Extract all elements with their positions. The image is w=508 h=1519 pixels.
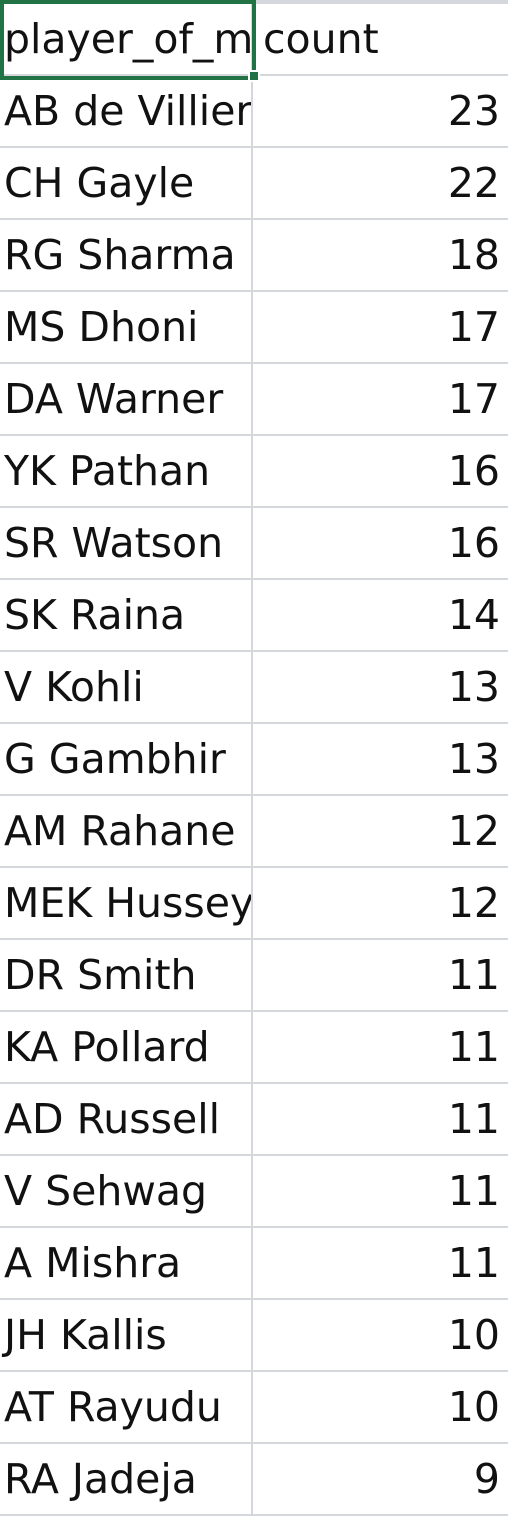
count-cell[interactable]: 11 xyxy=(447,1166,500,1215)
header-row: player_of_match count xyxy=(0,4,508,76)
header-cell-player-of-match[interactable]: player_of_match xyxy=(0,4,253,74)
count-cell[interactable]: 9 xyxy=(473,1454,500,1503)
player-cell[interactable]: DA Warner xyxy=(0,364,253,434)
table-row: A Mishra 11 xyxy=(0,1228,508,1300)
player-cell[interactable]: V Sehwag xyxy=(0,1156,253,1226)
table-row: CH Gayle 22 xyxy=(0,148,508,220)
player-cell[interactable]: SK Raina xyxy=(0,580,253,650)
count-cell[interactable]: 13 xyxy=(447,734,500,783)
player-cell[interactable]: AB de Villiers xyxy=(0,76,253,146)
table-row: MS Dhoni 17 xyxy=(0,292,508,364)
player-cell[interactable]: KA Pollard xyxy=(0,1012,253,1082)
player-cell[interactable]: G Gambhir xyxy=(0,724,253,794)
count-cell[interactable]: 13 xyxy=(447,662,500,711)
header-cell-count[interactable]: count xyxy=(263,14,379,63)
count-cell[interactable]: 17 xyxy=(447,374,500,423)
count-cell[interactable]: 11 xyxy=(447,1238,500,1287)
table-row: MEK Hussey 12 xyxy=(0,868,508,940)
table-row: SK Raina 14 xyxy=(0,580,508,652)
table-row: AD Russell 11 xyxy=(0,1084,508,1156)
player-cell[interactable]: RG Sharma xyxy=(0,220,253,290)
fill-handle[interactable] xyxy=(248,70,260,82)
player-cell[interactable]: JH Kallis xyxy=(0,1300,253,1370)
count-cell[interactable]: 16 xyxy=(447,518,500,567)
player-cell[interactable]: SR Watson xyxy=(0,508,253,578)
table-row: RA Jadeja 9 xyxy=(0,1444,508,1516)
table-row: YK Pathan 16 xyxy=(0,436,508,508)
player-cell[interactable]: YK Pathan xyxy=(0,436,253,506)
count-cell[interactable]: 10 xyxy=(447,1382,500,1431)
table-row: V Kohli 13 xyxy=(0,652,508,724)
player-cell[interactable]: DR Smith xyxy=(0,940,253,1010)
count-cell[interactable]: 11 xyxy=(447,950,500,999)
table-row: RG Sharma 18 xyxy=(0,220,508,292)
table-row: KA Pollard 11 xyxy=(0,1012,508,1084)
player-cell[interactable]: A Mishra xyxy=(0,1228,253,1298)
player-cell[interactable]: MEK Hussey xyxy=(0,868,253,938)
table-row: V Sehwag 11 xyxy=(0,1156,508,1228)
table-row: JH Kallis 10 xyxy=(0,1300,508,1372)
count-cell[interactable]: 11 xyxy=(447,1094,500,1143)
table-row: SR Watson 16 xyxy=(0,508,508,580)
count-cell[interactable]: 14 xyxy=(447,590,500,639)
player-cell[interactable]: CH Gayle xyxy=(0,148,253,218)
player-cell[interactable]: AT Rayudu xyxy=(0,1372,253,1442)
count-cell[interactable]: 18 xyxy=(447,230,500,279)
table-row: G Gambhir 13 xyxy=(0,724,508,796)
player-cell[interactable]: V Kohli xyxy=(0,652,253,722)
count-cell[interactable]: 23 xyxy=(447,86,500,135)
count-cell[interactable]: 10 xyxy=(447,1310,500,1359)
count-cell[interactable]: 11 xyxy=(447,1022,500,1071)
player-cell[interactable]: RA Jadeja xyxy=(0,1444,253,1514)
player-cell[interactable]: AM Rahane xyxy=(0,796,253,866)
count-cell[interactable]: 17 xyxy=(447,302,500,351)
player-cell[interactable]: AD Russell xyxy=(0,1084,253,1154)
count-cell[interactable]: 12 xyxy=(447,878,500,927)
player-cell[interactable]: MS Dhoni xyxy=(0,292,253,362)
table-row: AM Rahane 12 xyxy=(0,796,508,868)
table-row: AB de Villiers 23 xyxy=(0,76,508,148)
count-cell[interactable]: 16 xyxy=(447,446,500,495)
count-cell[interactable]: 12 xyxy=(447,806,500,855)
table-row: AT Rayudu 10 xyxy=(0,1372,508,1444)
table-row: DR Smith 11 xyxy=(0,940,508,1012)
count-cell[interactable]: 22 xyxy=(447,158,500,207)
table-row: DA Warner 17 xyxy=(0,364,508,436)
